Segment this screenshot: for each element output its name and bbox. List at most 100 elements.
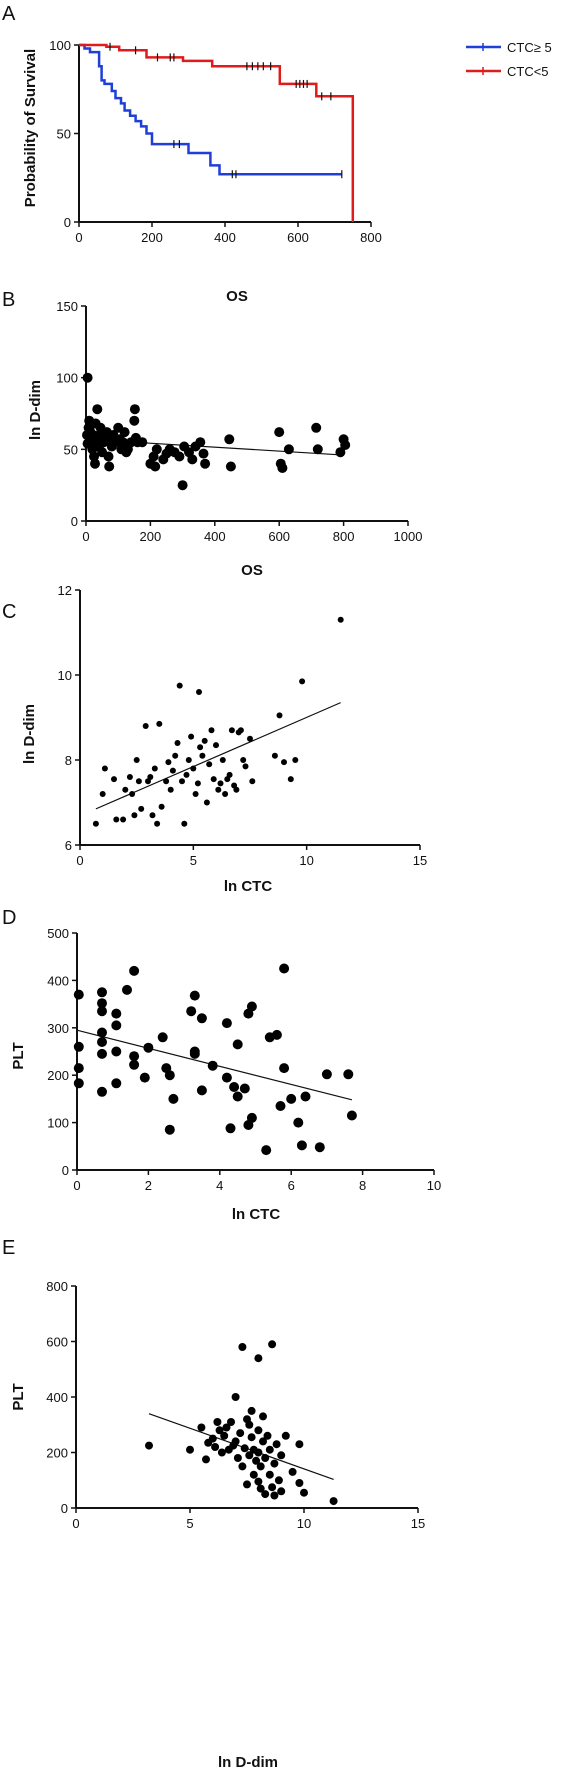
panel-e-x-tick-label: 10 [297,1516,311,1531]
panel-b-data-point [277,463,288,473]
panel-e-data-point [249,1470,258,1479]
panel-a-x-axis-title: OS [226,288,248,305]
panel-c-data-point [206,761,213,768]
panel-c-data-point [111,776,117,783]
panel-c-x-tick-label: 0 [76,853,83,868]
panel-b-x-axis-title: OS [241,562,263,579]
panel-b: B 0 200 400 600 800 1000 0 50 100 150 OS ln D-dim [2,289,422,579]
panel-c-data-point [188,733,195,740]
panel-d-data-point [73,1041,84,1052]
panel-b-data-point [283,444,294,455]
panel-b-x-tick-label: 1000 [394,529,423,544]
panel-b-data-point [274,427,285,438]
panel-c-data-point [192,791,199,797]
panel-d-data-point [129,1051,140,1062]
panel-c-label: C [2,601,16,623]
panel-e-data-point [265,1445,274,1454]
panel-c-data-point [176,682,183,689]
panel-e-data-point [254,1354,263,1363]
panel-d-data-point [346,1110,357,1121]
panel-c-data-point [271,752,278,759]
panel-c-data-point [158,803,165,810]
panel-c-data-point [165,759,172,766]
panel-c-data-point [133,757,140,763]
panel-e-data-point [281,1431,290,1440]
panel-b-data-point [200,458,211,469]
panel-b-plot: 0 200 400 600 800 1000 0 50 100 150 [56,299,422,544]
panel-c-data-point [99,791,106,797]
panel-c-y-tick-label: 12 [58,583,72,598]
panel-d-y-axis-title: PLT [10,1042,27,1069]
panel-a-x-tick-label: 600 [287,230,309,245]
panel-e-data-point [254,1426,263,1435]
panel-c-data-point [129,791,136,797]
panel-b-x-tick-label: 0 [82,529,89,544]
panel-c-data-point [101,765,108,772]
panel-d-data-point [232,1039,243,1050]
panel-d-data-point [164,1124,175,1135]
panel-d-data-point [157,1032,168,1043]
panel-e-y-tick-label: 0 [61,1501,68,1516]
panel-c-data-point [138,805,145,812]
panel-c-data-point [226,771,233,778]
panel-b-data-point [82,372,93,383]
panel-e-x-tick-label: 15 [411,1516,425,1531]
panel-d-data-point [232,1091,243,1102]
panel-d-x-tick-label: 0 [73,1178,80,1193]
panel-c-data-point [172,752,179,759]
panel-e-data-point [245,1451,254,1460]
panel-e-data-point [270,1459,279,1468]
panel-c-data-point [215,786,222,793]
panel-e-data-point [277,1487,286,1496]
panel-d-y-tick-label: 200 [47,1068,69,1083]
panel-c-data-point [183,771,190,778]
panel-d-data-point [279,1063,290,1074]
panel-c-data-point [196,689,202,695]
panel-e-x-tick-label: 5 [186,1516,193,1531]
panel-c-data-point [120,816,127,823]
panel-c-plot: 0 5 10 15 6 8 10 12 [58,583,428,868]
panel-d-data-point [286,1093,297,1104]
panel-e-data-point [231,1393,240,1401]
panel-b-data-point [198,448,209,459]
panel-c-data-point [281,759,287,766]
panel-d-data-point [189,990,200,1001]
panel-c-data-point [131,812,138,819]
panel-e-data-point [231,1437,240,1446]
panel-c-data-point [240,757,247,763]
panel-e-data-point [256,1462,265,1471]
panel-c-data-point [242,763,249,770]
panel-e-data-point [263,1431,272,1440]
panel-d-x-tick-label: 2 [145,1178,152,1193]
panel-d-data-point [164,1070,175,1081]
panel-a-plot: 0 200 400 600 800 0 50 100 [49,38,382,245]
panel-c-data-point [228,727,235,734]
panel-c-data-point [122,786,129,793]
panel-d-data-point [111,1008,122,1019]
panel-d-data-point [293,1117,304,1128]
panel-c-data-point [219,757,226,763]
panel-e-y-tick-label: 400 [46,1390,68,1405]
panel-c-x-tick-label: 15 [413,853,427,868]
panel-c-data-point [126,774,133,780]
panel-c-data-point [194,780,201,787]
survival-curve-ctc-high [79,43,342,176]
panel-a-y-tick-label: 50 [57,127,71,142]
panel-c: C 0 5 10 15 6 8 10 12 ln CTC ln D-dim [2,583,427,895]
panel-c-data-point [163,778,170,785]
panel-c-data-point [174,740,181,746]
panel-b-y-tick-label: 0 [71,514,78,529]
panel-c-data-point [190,765,197,772]
panel-e-data-point [227,1418,235,1426]
panel-d-data-point [300,1091,311,1102]
panel-e-data-point [233,1454,242,1462]
panel-d-data-point [129,1059,140,1070]
panel-d-data-point [129,965,140,976]
panel-d-data-point [97,1027,107,1038]
panel-c-y-tick-label: 6 [65,838,72,853]
panel-e-data-point [259,1437,267,1446]
panel-c-data-point [287,776,294,783]
panel-a: A 0 200 400 600 800 0 50 100 OS Probability of … [2,3,552,305]
panel-e-y-axis-title: PLT [10,1383,27,1410]
panel-a-x-tick-label: 800 [360,230,382,245]
